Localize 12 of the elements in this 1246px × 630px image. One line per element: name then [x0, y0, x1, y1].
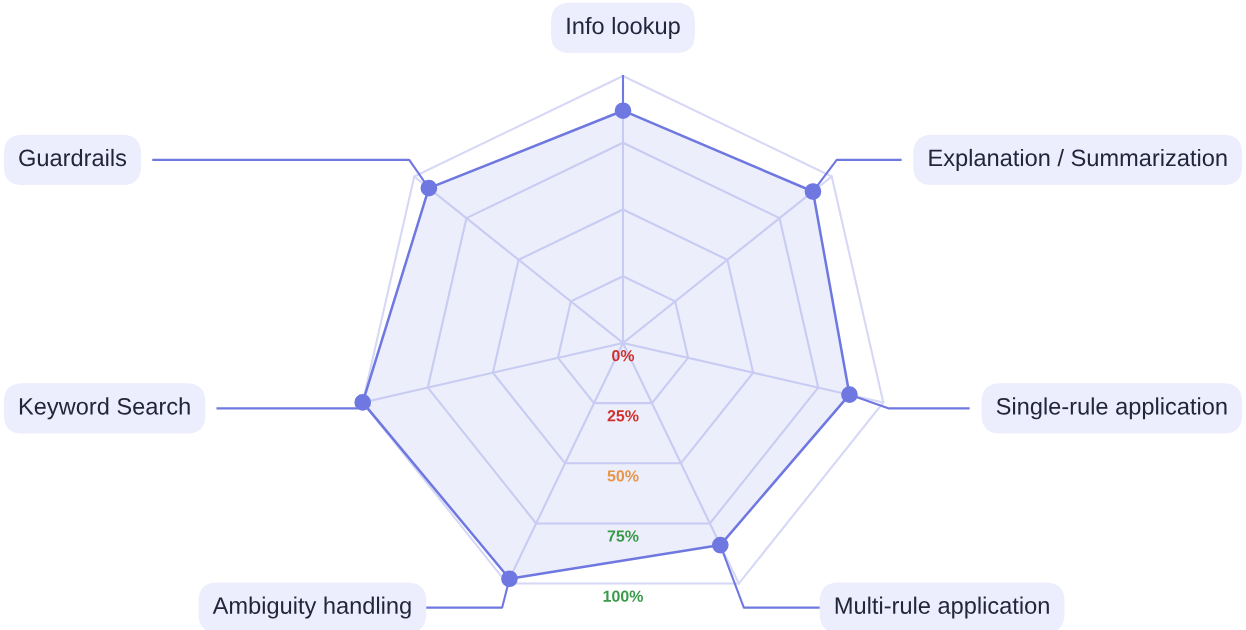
spoke-label: Explanation / Summarization	[929, 148, 1227, 171]
y-tick-label: 50%	[607, 470, 639, 482]
y-tick-label: 75%	[607, 530, 639, 542]
spoke-label: Info lookup	[567, 16, 680, 39]
spoke-label: Single-rule application	[996, 397, 1227, 420]
y-tick-label: 25%	[607, 410, 639, 422]
spoke-label: Guardrails	[19, 148, 127, 167]
spoke-label: Keyword Search	[19, 397, 190, 420]
y-tick-label: 0%	[612, 349, 635, 362]
spoke-label: Multi-rule application	[835, 596, 1049, 619]
y-tick-label: 100%	[603, 590, 644, 602]
spoke-label: Ambiguity handling	[212, 596, 411, 619]
